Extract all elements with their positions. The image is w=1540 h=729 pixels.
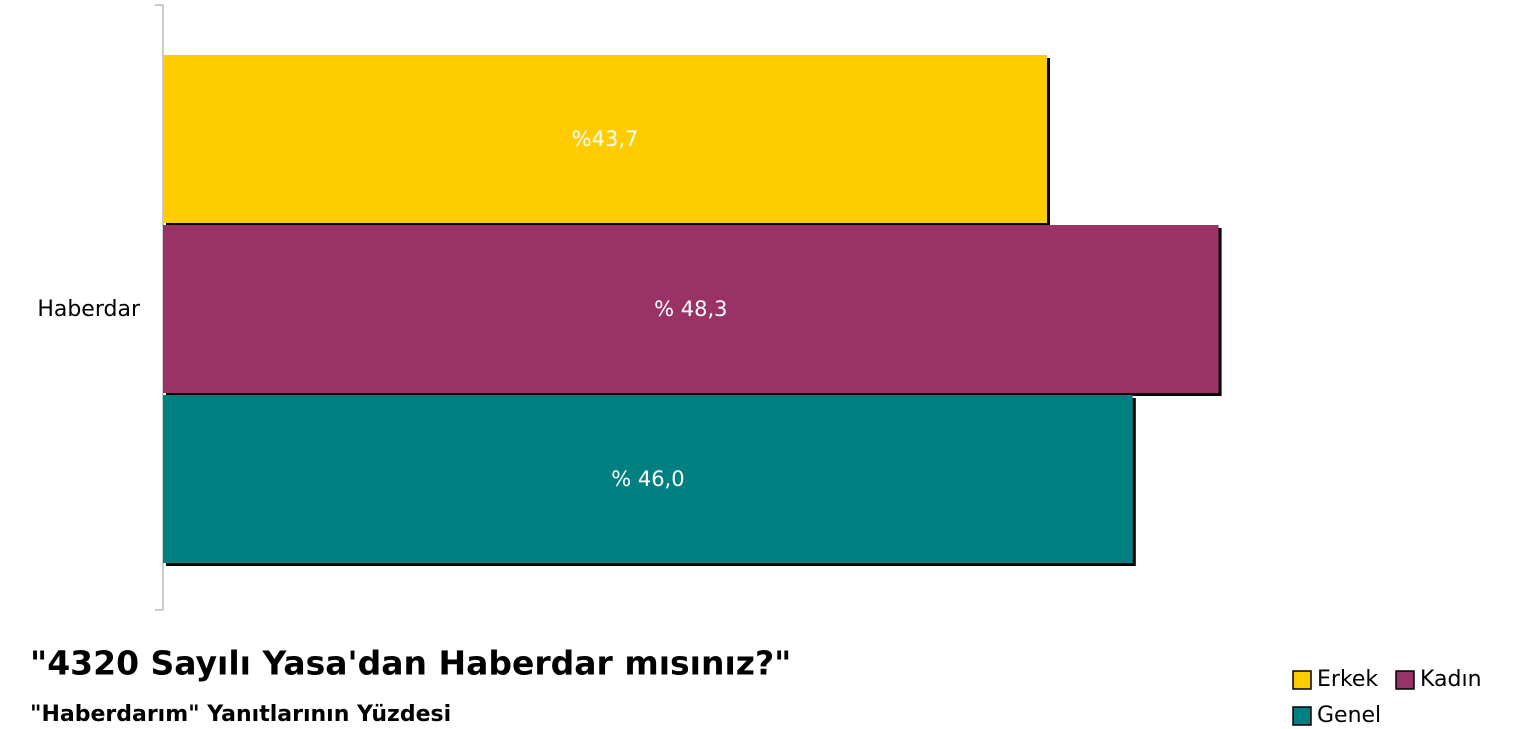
bar	[163, 55, 1048, 223]
legend-swatch	[1292, 706, 1312, 726]
legend-label: Erkek	[1317, 667, 1378, 692]
chart-title: "4320 Sayılı Yasa'dan Haberdar mısınız?"	[30, 644, 791, 683]
legend-label: Kadın	[1420, 667, 1482, 692]
bar	[163, 225, 1219, 393]
category-label: Haberdar	[37, 297, 141, 322]
data-label: % 46,0	[611, 467, 684, 491]
legend-label: Genel	[1317, 703, 1381, 728]
bar	[163, 395, 1133, 563]
chart-subtitle: "Haberdarım" Yanıtlarının Yüzdesi	[30, 702, 451, 727]
legend-swatch	[1395, 670, 1415, 690]
data-label: %43,7	[572, 127, 639, 151]
legend-swatch	[1292, 670, 1312, 690]
data-label: % 48,3	[654, 297, 727, 321]
